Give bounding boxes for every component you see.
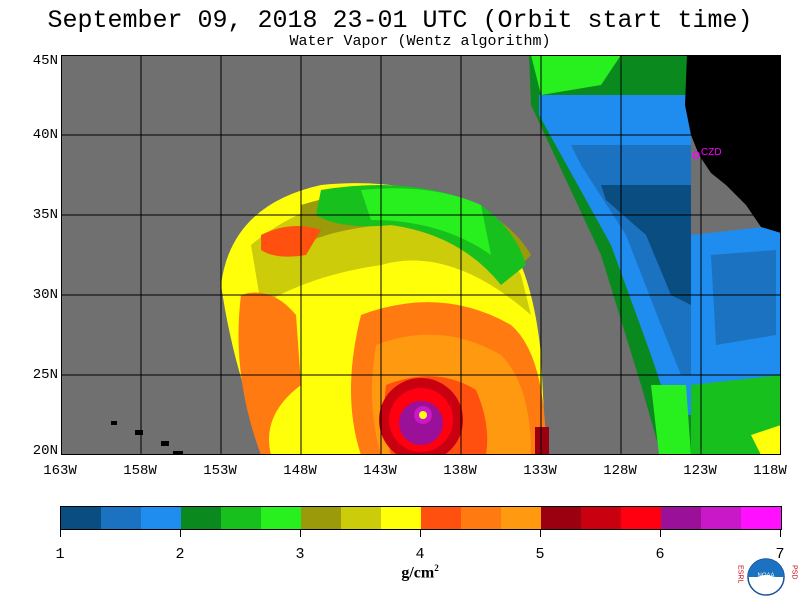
colorbar-swatch (61, 507, 101, 529)
station-label: CZD (701, 147, 722, 158)
colorbar-tick-3: 3 (295, 546, 305, 563)
noaa-esrl-psd-logo: NOAA ESRL PSD (737, 558, 798, 596)
colorbar-swatch (421, 507, 461, 529)
logo-esrl-text: ESRL (737, 565, 744, 583)
colorbar-swatch (501, 507, 541, 529)
lon-label-138w: 138W (443, 463, 477, 479)
lon-label-163w: 163W (43, 463, 77, 479)
lat-label-20: 20N (32, 443, 58, 459)
colorbar-swatch (301, 507, 341, 529)
lon-label-123w: 123W (683, 463, 717, 479)
colorbar-swatch (661, 507, 701, 529)
unit-base: g/cm (401, 564, 435, 582)
left-swath (221, 183, 549, 455)
colorbar-swatch (741, 507, 781, 529)
water-vapor-map: CZD (61, 55, 781, 455)
lat-label-40: 40N (32, 127, 58, 143)
colorbar-tick-1: 1 (55, 546, 65, 563)
lon-label-128w: 128W (603, 463, 637, 479)
land-california (685, 55, 781, 233)
colorbar-swatch (461, 507, 501, 529)
lon-label-158w: 158W (123, 463, 157, 479)
lat-label-35: 35N (32, 207, 58, 223)
hawaii-islands (111, 421, 183, 455)
colorbar-tick-5: 5 (535, 546, 545, 563)
colorbar-unit: g/cm2 (380, 563, 460, 582)
lat-label-25: 25N (32, 367, 58, 383)
lon-label-133w: 133W (523, 463, 557, 479)
map-frame (61, 55, 781, 455)
colorbar-swatch (541, 507, 581, 529)
colorbar-swatch (581, 507, 621, 529)
colorbar-swatch (381, 507, 421, 529)
colorbar-swatch (261, 507, 301, 529)
lon-label-148w: 148W (283, 463, 317, 479)
colorbar-swatch (221, 507, 261, 529)
map-subtitle: Water Vapor (Wentz algorithm) (289, 33, 551, 50)
colorbar-tick-2: 2 (175, 546, 185, 563)
colorbar-swatch (141, 507, 181, 529)
logo-psd-text: PSD (791, 565, 798, 579)
colorbar-tick-4: 4 (415, 546, 425, 563)
colorbar-swatch (181, 507, 221, 529)
colorbar-tick-7: 7 (775, 546, 785, 563)
colorbar-tick-6: 6 (655, 546, 665, 563)
lat-lon-grid (61, 55, 781, 455)
unit-exponent: 2 (434, 563, 439, 573)
colorbar (60, 506, 782, 530)
logo-noaa-text: NOAA (757, 573, 774, 579)
station-marker (692, 151, 700, 159)
lat-label-45: 45N (32, 53, 58, 69)
lon-label-153w: 153W (203, 463, 237, 479)
lon-label-143w: 143W (363, 463, 397, 479)
map-title: September 09, 2018 23-01 UTC (Orbit star… (47, 6, 753, 35)
right-swath (529, 55, 781, 455)
colorbar-swatch (701, 507, 741, 529)
colorbar-swatch (341, 507, 381, 529)
lon-label-118w: 118W (753, 463, 787, 479)
colorbar-swatch (101, 507, 141, 529)
lat-label-30: 30N (32, 287, 58, 303)
colorbar-swatch (621, 507, 661, 529)
